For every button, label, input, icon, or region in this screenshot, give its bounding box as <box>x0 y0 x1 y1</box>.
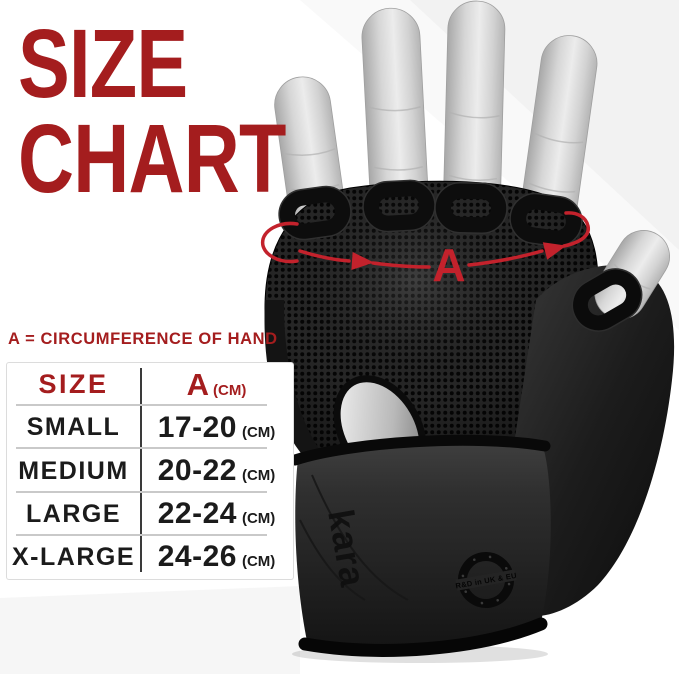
size-row: MEDIUM 20-22 (CM) <box>7 449 293 493</box>
header-measure-unit: (CM) <box>213 381 247 399</box>
thumb-side-pad <box>510 265 675 617</box>
size-unit: (CM) <box>241 510 276 528</box>
wrist-cuff: kara R&D in UK & EU <box>289 434 551 657</box>
size-range: 20-22 <box>157 454 237 487</box>
measurement-arrowheads <box>351 242 567 270</box>
measurement-arrow <box>260 211 591 269</box>
page-title: SIZE CHART <box>18 9 352 213</box>
size-unit: (CM) <box>241 423 276 441</box>
size-name: X-LARGE <box>12 542 135 571</box>
size-range: 24-26 <box>157 540 237 574</box>
size-unit: (CM) <box>241 467 276 484</box>
size-range: 17-20 <box>157 410 237 444</box>
measure-label: A <box>432 239 465 291</box>
size-name: MEDIUM <box>18 456 129 485</box>
size-name: LARGE <box>26 499 121 528</box>
size-row: LARGE 22-24 (CM) <box>7 493 293 537</box>
table-column-divider <box>140 368 142 572</box>
size-row: X-LARGE 24-26 (CM) <box>7 536 293 579</box>
measure-note: A = CIRCUMFERENCE OF HAND <box>8 330 278 348</box>
mannequin-finger <box>520 35 598 235</box>
knuckle-pad <box>278 179 583 248</box>
size-range: 22-24 <box>157 497 237 531</box>
table-header-row: SIZE A (CM) <box>7 363 293 407</box>
thumb-hole-pad <box>571 268 643 332</box>
size-row: SMALL 17-20 (CM) <box>7 406 293 450</box>
header-size: SIZE <box>38 369 109 400</box>
size-name: SMALL <box>26 413 121 442</box>
page-title-line1: SIZE <box>18 9 188 118</box>
size-table: SIZE A (CM) SMALL 17-20 (CM) MEDIUM 20-2… <box>6 362 294 580</box>
header-measure: A <box>186 366 210 402</box>
size-unit: (CM) <box>241 553 276 571</box>
page-title-line2: CHART <box>18 104 286 213</box>
